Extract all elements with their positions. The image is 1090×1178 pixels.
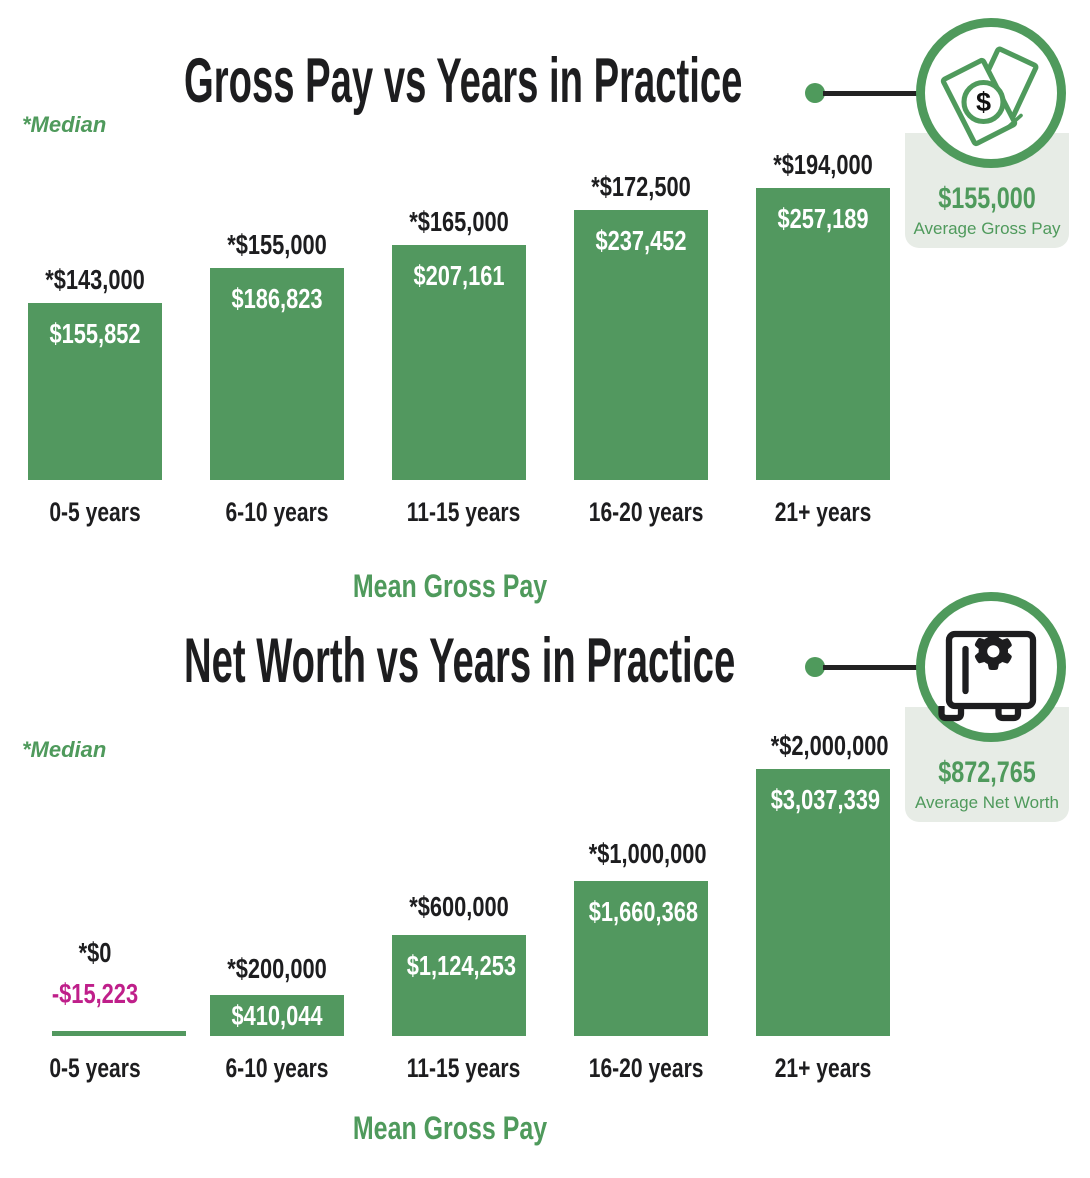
svg-text:$: $ — [976, 87, 991, 117]
